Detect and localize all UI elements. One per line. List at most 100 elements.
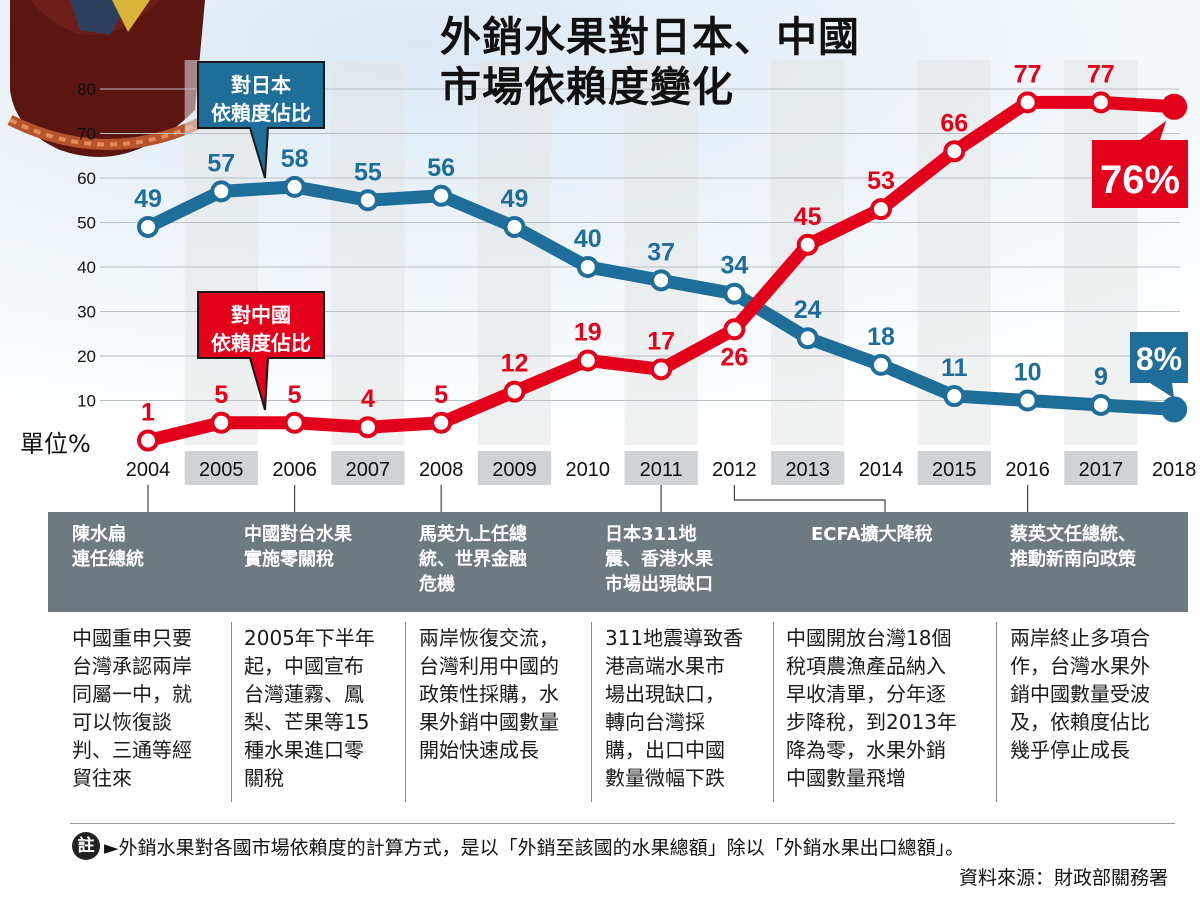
- event-2004: 陳水扁 連任總統 中國重申只要 台灣承認兩岸 同屬一中，就 可以恢復談 判、三通…: [72, 512, 242, 813]
- x-axis-shade: [1064, 451, 1138, 485]
- x-tick-label: 2011: [640, 459, 683, 481]
- data-label: 5: [434, 381, 448, 409]
- data-label: 19: [574, 318, 602, 346]
- y-tick-label: 60: [77, 169, 96, 188]
- x-tick-label: 2004: [126, 459, 171, 481]
- data-point: [870, 198, 892, 221]
- drum-illustration: [7, 0, 213, 157]
- x-tick-label: 2005: [199, 459, 244, 481]
- x-axis-shade: [184, 451, 258, 485]
- x-tick-label: 2013: [785, 459, 830, 481]
- x-axis-shade: [331, 451, 405, 485]
- data-label: 55: [354, 158, 382, 186]
- data-point: [943, 385, 966, 408]
- data-point: [650, 269, 673, 292]
- end-label-japan: 8%: [1136, 341, 1182, 377]
- column-band: [624, 60, 698, 445]
- event-description: 2005年下半年 起，中國宣布 台灣蓮霧、鳳 梨、芒果等15 種水果進口零 關稅: [244, 626, 375, 790]
- x-tick-label: 2008: [419, 459, 464, 481]
- column-divider: [231, 622, 232, 802]
- data-label: 49: [134, 185, 162, 213]
- series-callout-japan-label: 對日本: [231, 74, 291, 97]
- event-title: 馬英九上任總 統、世界金融 危機: [419, 524, 527, 595]
- y-tick-label: 50: [77, 214, 96, 233]
- note-text: ►外銷水果對各國市場依賴度的計算方式，是以「外銷至該國的水果總額」除以「外銷水果…: [104, 836, 965, 859]
- y-axis-unit-label: 單位%: [20, 430, 91, 458]
- data-point: [503, 380, 526, 403]
- event-title: 中國對台水果 實施零關稅: [244, 524, 352, 570]
- data-point: [283, 411, 306, 434]
- end-callout-japan: [1130, 332, 1188, 399]
- data-label: 12: [501, 350, 529, 378]
- event-2008: 馬英九上任總 統、世界金融 危機 兩岸恢復交流， 台灣利用中國的 政策性採購，水…: [419, 512, 594, 813]
- x-axis-shade: [771, 451, 845, 485]
- data-label: 40: [574, 225, 602, 253]
- event-title: 日本311地 震、香港水果 市場出現缺口: [605, 524, 713, 595]
- x-tick-label: 2015: [932, 459, 977, 481]
- y-tick-label: 70: [77, 125, 96, 144]
- data-point: [1161, 396, 1188, 423]
- x-tick-label: 2016: [1005, 459, 1050, 481]
- data-label: 9: [1094, 363, 1108, 391]
- data-point: [723, 318, 746, 341]
- events-panel-header: [48, 512, 1188, 612]
- column-band: [1064, 60, 1138, 445]
- data-point: [137, 429, 159, 452]
- x-tick-label: 2009: [492, 459, 537, 481]
- data-label: 10: [1014, 359, 1042, 387]
- event-connector: [733, 485, 886, 512]
- data-point: [210, 180, 233, 203]
- x-tick-label: 2014: [859, 459, 904, 481]
- data-point: [1161, 93, 1188, 120]
- data-label: 26: [720, 343, 748, 371]
- x-axis-shade: [477, 451, 552, 485]
- event-description: 兩岸恢復交流， 台灣利用中國的 政策性採購，水 果外銷中國數量 開始快速成長: [419, 626, 559, 762]
- data-point: [576, 349, 599, 372]
- data-label: 77: [1014, 60, 1042, 88]
- data-point: [430, 411, 453, 434]
- data-point: [1089, 393, 1112, 416]
- note-divider: [70, 823, 1175, 824]
- event-title: ECFA擴大降稅: [811, 524, 933, 545]
- data-label: 56: [427, 154, 455, 182]
- data-label: 53: [867, 167, 895, 195]
- data-point: [1016, 389, 1039, 412]
- x-tick-label: 2017: [1079, 459, 1124, 481]
- end-label-china: 76%: [1100, 158, 1180, 202]
- data-point: [576, 256, 599, 278]
- event-description: 中國開放台灣18個 稅項農漁產品納入 早收清單，分年逐 步降稅，到2013年 降…: [786, 626, 957, 790]
- data-point: [356, 189, 379, 212]
- events-panel: 陳水扁 連任總統 中國重申只要 台灣承認兩岸 同屬一中，就 可以恢復談 判、三通…: [48, 512, 1188, 813]
- data-label: 5: [288, 381, 302, 409]
- series-callout-japan-bubble: [197, 61, 325, 179]
- data-label: 49: [501, 185, 529, 213]
- column-divider: [773, 622, 774, 802]
- event-description: 中國重申只要 台灣承認兩岸 同屬一中，就 可以恢復談 判、三通等經 貿往來: [72, 626, 192, 790]
- y-tick-label: 20: [77, 347, 96, 366]
- data-point: [723, 282, 746, 305]
- series-callout-china-label: 對中國: [231, 303, 291, 327]
- event-description: 兩岸終止多項合 作，台灣水果外 銷中國數量受波 及，依賴度佔比 幾乎停止成長: [1010, 626, 1150, 762]
- series-callout-china-bubble: [197, 291, 325, 411]
- event-2005: 中國對台水果 實施零關稅 2005年下半年 起，中國宣布 台灣蓮霧、鳳 梨、芒果…: [244, 512, 414, 813]
- line-chart: 10 20 30 40 50 60 70 80 2004 2005 2006 2007 2008 200…: [0, 0, 1200, 512]
- chart-title-text: 外銷水果對日本、中國 市場依賴度變化: [440, 13, 860, 111]
- event-description: 311地震導致香 港高端水果市 場出現缺口， 轉向台灣採 購，出口中國 數量微幅…: [605, 626, 744, 790]
- x-tick-label: 2007: [346, 459, 391, 481]
- event-title: 蔡英文任總統、 推動新南向政策: [1010, 524, 1136, 570]
- data-label: 37: [647, 238, 675, 266]
- data-label: 18: [867, 323, 895, 351]
- series-callout-japan-label: 依賴度佔比: [211, 101, 311, 125]
- footnote: 註 ►外銷水果對各國市場依賴度的計算方式，是以「外銷至該國的水果總額」除以「外銷…: [72, 832, 964, 860]
- x-axis-shade: [917, 451, 991, 485]
- event-2016: 蔡英文任總統、 推動新南向政策 兩岸終止多項合 作，台灣水果外 銷中國數量受波 …: [1010, 512, 1188, 813]
- column-divider: [591, 622, 592, 802]
- data-label: 24: [794, 296, 822, 324]
- data-label: 66: [940, 109, 968, 137]
- data-label: 57: [207, 149, 235, 177]
- data-point: [870, 353, 892, 376]
- data-point: [503, 215, 526, 238]
- data-label: 11: [941, 354, 968, 382]
- data-label: 34: [720, 252, 748, 280]
- data-point: [356, 416, 379, 439]
